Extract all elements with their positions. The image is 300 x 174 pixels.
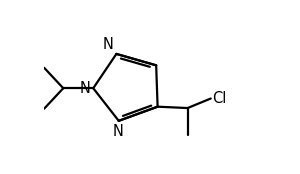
Text: N: N [80, 81, 91, 96]
Text: N: N [112, 124, 123, 139]
Text: N: N [103, 37, 114, 52]
Text: Cl: Cl [213, 91, 227, 106]
